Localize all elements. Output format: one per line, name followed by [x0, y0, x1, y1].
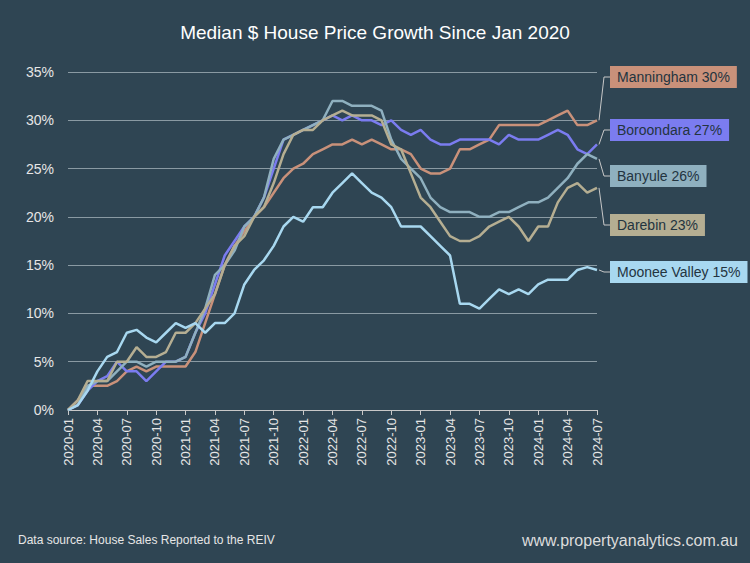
svg-text:35%: 35%	[26, 64, 54, 80]
svg-text:30%: 30%	[26, 112, 54, 128]
svg-text:Median $ House Price Growth Si: Median $ House Price Growth Since Jan 20…	[180, 22, 570, 43]
svg-text:www.propertyanalytics.com.au: www.propertyanalytics.com.au	[521, 532, 738, 549]
svg-text:Data source: House Sales Repor: Data source: House Sales Reported to the…	[18, 533, 275, 547]
svg-text:2021-07: 2021-07	[237, 418, 252, 466]
svg-text:0%: 0%	[34, 402, 54, 418]
svg-text:5%: 5%	[34, 354, 54, 370]
svg-text:10%: 10%	[26, 305, 54, 321]
svg-text:2023-04: 2023-04	[443, 418, 458, 466]
svg-text:Manningham 30%: Manningham 30%	[617, 69, 730, 85]
svg-text:Moonee Valley 15%: Moonee Valley 15%	[617, 264, 740, 280]
svg-text:2023-10: 2023-10	[501, 418, 516, 466]
svg-text:2022-01: 2022-01	[296, 418, 311, 466]
svg-text:2023-01: 2023-01	[413, 418, 428, 466]
svg-text:20%: 20%	[26, 209, 54, 225]
svg-text:2022-10: 2022-10	[384, 418, 399, 466]
svg-text:2021-10: 2021-10	[266, 418, 281, 466]
svg-text:15%: 15%	[26, 257, 54, 273]
svg-text:2022-07: 2022-07	[354, 418, 369, 466]
svg-text:2020-01: 2020-01	[61, 418, 76, 466]
svg-text:2024-01: 2024-01	[531, 418, 546, 466]
svg-text:Banyule 26%: Banyule 26%	[617, 168, 700, 184]
svg-text:Boroondara 27%: Boroondara 27%	[617, 122, 722, 138]
svg-text:2020-04: 2020-04	[90, 418, 105, 466]
svg-text:2021-04: 2021-04	[207, 418, 222, 466]
svg-text:Darebin 23%: Darebin 23%	[617, 217, 698, 233]
svg-text:25%: 25%	[26, 161, 54, 177]
svg-text:2024-07: 2024-07	[590, 418, 605, 466]
svg-text:2021-01: 2021-01	[178, 418, 193, 466]
svg-text:2024-04: 2024-04	[560, 418, 575, 466]
svg-text:2023-07: 2023-07	[472, 418, 487, 466]
svg-text:2020-07: 2020-07	[119, 418, 134, 466]
svg-text:2020-10: 2020-10	[149, 418, 164, 466]
svg-text:2022-04: 2022-04	[325, 418, 340, 466]
